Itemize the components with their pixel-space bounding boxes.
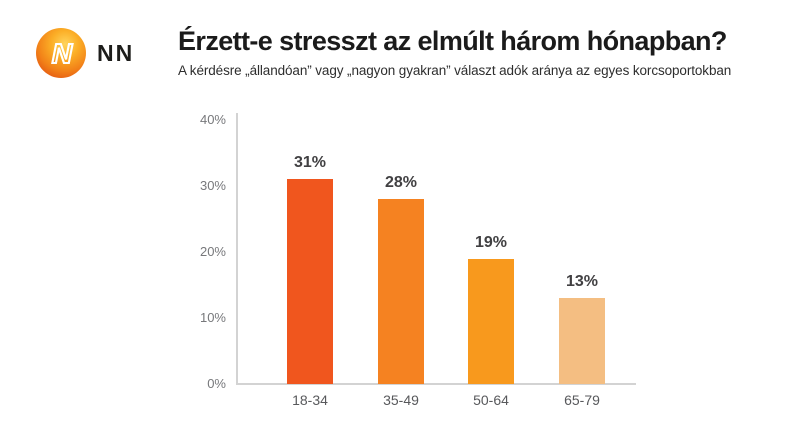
bar-value-label: 28%: [384, 174, 418, 192]
category-label: 35-49: [383, 392, 419, 408]
nn-logo-mark-icon: N: [36, 28, 86, 78]
y-tick-label: 10%: [199, 310, 226, 325]
category-label: 18-34: [292, 392, 328, 408]
page-subtitle: A kérdésre „állandóan” vagy „nagyon gyak…: [178, 63, 732, 78]
x-axis-line: [236, 383, 636, 385]
page-title: Érzett-e stresszt az elmúlt három hónapb…: [178, 26, 727, 56]
bar-18-34: [287, 179, 333, 384]
y-tick-label: 30%: [199, 178, 226, 193]
bar-value-label: 13%: [565, 273, 599, 291]
bar-35-49: [378, 199, 424, 384]
logo-n-letter: N: [52, 38, 73, 69]
y-tick-label: 0%: [207, 376, 226, 391]
logo-circle: [36, 28, 86, 78]
y-tick-label: 40%: [199, 112, 226, 127]
bar-value-label: 31%: [293, 154, 327, 172]
bar-50-64: [468, 258, 514, 384]
y-tick-label: 20%: [199, 244, 226, 259]
nn-logo: N: [35, 27, 87, 79]
bar-value-label: 19%: [474, 233, 508, 251]
category-label: 65-79: [564, 392, 600, 408]
y-axis-line: [236, 113, 238, 385]
nn-wordmark: NN: [97, 40, 135, 66]
category-label: 50-64: [473, 392, 509, 408]
bar-65-79: [559, 298, 605, 384]
